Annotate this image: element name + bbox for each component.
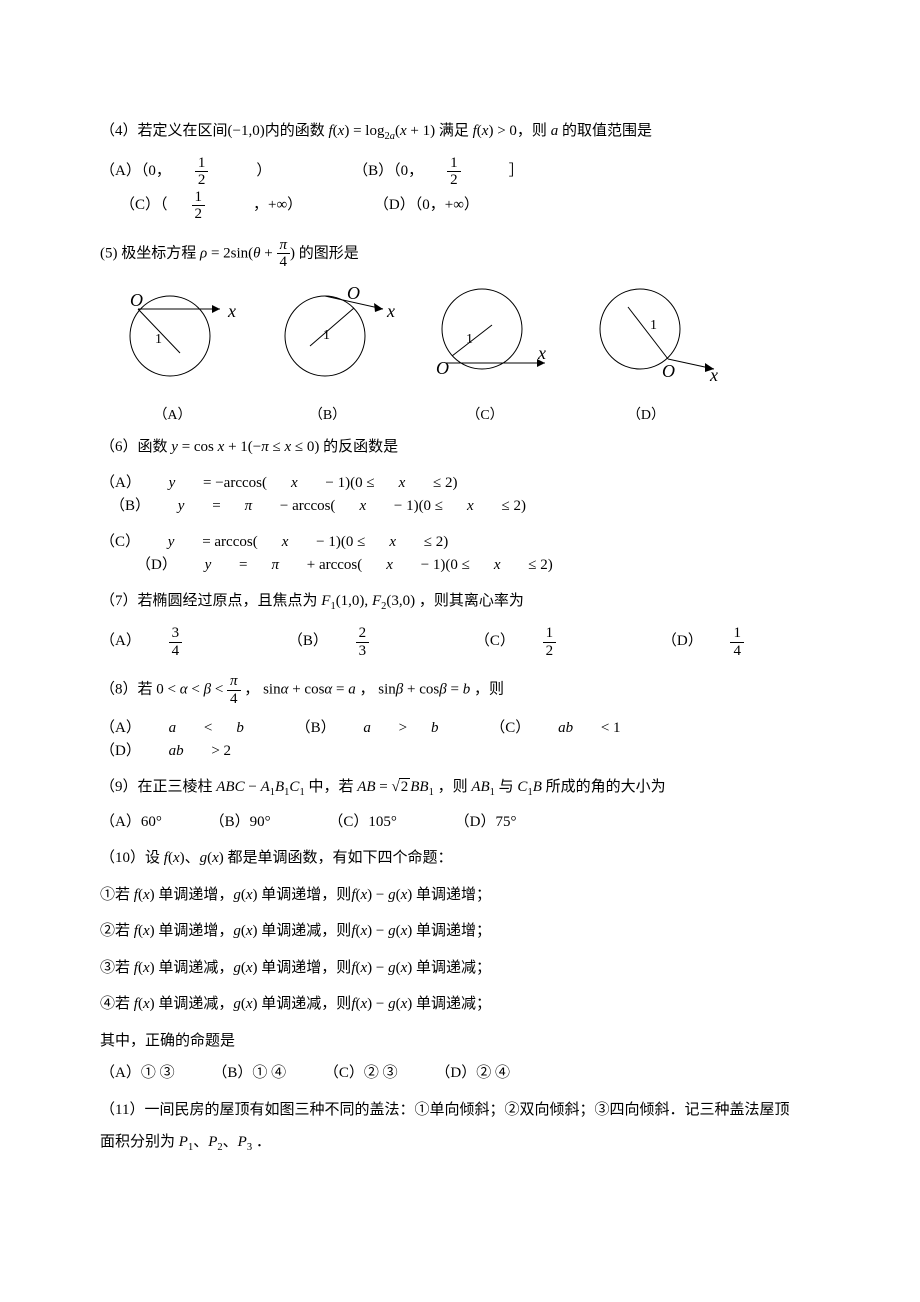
q4-mid1: 内的函数 <box>265 123 325 139</box>
question-9: （9）在正三棱柱 ABC − A1B1C1 中，若 AB = √2BB1 ，则 … <box>100 776 820 801</box>
q5-graph-A: O x 1 （A） <box>100 281 245 426</box>
q4-end: 的取值范围是 <box>562 123 652 139</box>
svg-text:1: 1 <box>155 332 162 347</box>
q10-prop2: ②若 f(x) 单调递增，g(x) 单调递减，则f(x) − g(x) 单调递增… <box>100 920 820 943</box>
q10-prop1: ①若 f(x) 单调递增，g(x) 单调递增，则f(x) − g(x) 单调递增… <box>100 884 820 907</box>
question-6: （6）函数 y = cos x + 1(−π ≤ x ≤ 0) 的反函数是 <box>100 436 820 459</box>
q10-tail: 其中，正确的命题是 <box>100 1030 820 1053</box>
svg-text:x: x <box>709 365 718 381</box>
question-8: （8）若 0 < α < β < π4 ， sinα + cosα = a ， … <box>100 673 820 707</box>
q6-options-row2: （C） y = arccos(x − 1)(0 ≤ x ≤ 2) （D） y =… <box>100 531 820 576</box>
question-11: （11）一间民房的屋顶有如图三种不同的盖法：①单向倾斜；②双向倾斜；③四向倾斜．… <box>100 1099 820 1122</box>
svg-text:1: 1 <box>466 332 473 347</box>
svg-text:x: x <box>537 343 546 363</box>
svg-text:1: 1 <box>650 318 657 333</box>
question-4: （4）若定义在区间(−1,0)内的函数 f(x) = log2a(x + 1) … <box>100 120 820 145</box>
question-5: (5) 极坐标方程 ρ = 2sin(θ + π4) 的图形是 <box>100 237 820 271</box>
q4-stem-pre: （4）若定义在区间 <box>100 123 228 139</box>
q10-prop4: ④若 f(x) 单调递减，g(x) 单调递减，则f(x) − g(x) 单调递减… <box>100 993 820 1016</box>
question-11b: 面积分别为 P1、P2、P3 ． <box>100 1131 820 1156</box>
q5-graphs: O x 1 （A） O x 1 （B） O x 1 （C） <box>100 281 820 426</box>
svg-text:O: O <box>436 358 449 378</box>
q4-options: （A）（0，12） （B）（0，12］ （C）（12，+∞） （D）（0，+∞） <box>100 155 820 223</box>
q9-options: （A）60° （B）90° （C）105° （D）75° <box>100 811 820 834</box>
svg-text:O: O <box>347 283 360 303</box>
q4-mid2: 满足 <box>439 123 469 139</box>
q10-prop3: ③若 f(x) 单调递减，g(x) 单调递增，则f(x) − g(x) 单调递减… <box>100 957 820 980</box>
q5-graph-B: O x 1 （B） <box>255 281 400 426</box>
q8-options: （A） a < b （B） a > b （C） ab < 1 （D） ab > … <box>100 717 820 762</box>
q6-options-row1: （A） y = −arccos(x − 1)(0 ≤ x ≤ 2) （B） y … <box>100 472 820 517</box>
q5-graph-C: O x 1 （C） <box>410 281 560 426</box>
q5-graph-D: O x 1 （D） <box>570 281 722 426</box>
q10-options: （A）① ③ （B）① ④ （C）② ③ （D）② ④ <box>100 1062 820 1085</box>
svg-text:1: 1 <box>323 328 330 343</box>
svg-text:O: O <box>662 361 675 381</box>
q7-options: （A） 34 （B） 23 （C） 12 （D） 14 <box>100 625 820 659</box>
svg-text:x: x <box>227 301 236 321</box>
question-7: （7）若椭圆经过原点，且焦点为 F1(1,0), F2(3,0) ，则其离心率为 <box>100 590 820 615</box>
question-10: （10）设 f(x)、g(x) 都是单调函数，有如下四个命题： <box>100 847 820 870</box>
q4-post: ，则 <box>517 123 547 139</box>
svg-text:O: O <box>130 290 143 310</box>
svg-text:x: x <box>386 301 395 321</box>
